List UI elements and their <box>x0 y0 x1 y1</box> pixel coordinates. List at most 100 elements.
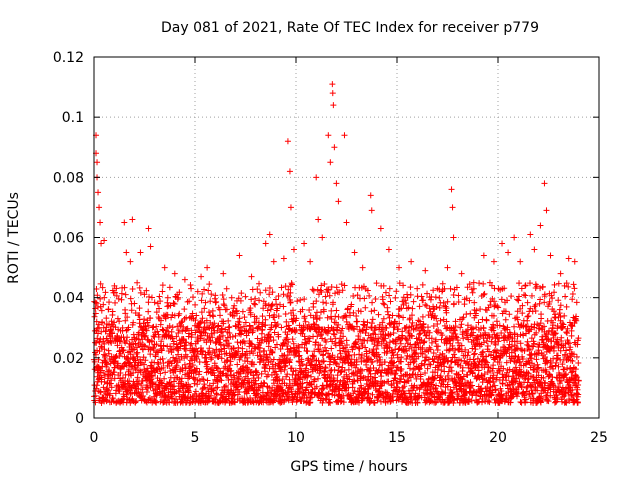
roti-point <box>459 364 466 371</box>
roti-point <box>145 308 152 315</box>
roti-point <box>455 346 462 353</box>
roti-point <box>260 305 267 312</box>
roti-point <box>101 294 108 301</box>
roti-point <box>306 335 313 342</box>
roti-point <box>496 322 503 329</box>
roti-point <box>170 346 177 353</box>
x-tick-label: 5 <box>191 430 200 446</box>
roti-point <box>153 323 160 330</box>
roti-point <box>422 357 429 364</box>
roti-point <box>226 329 233 336</box>
roti-point <box>395 312 402 319</box>
roti-point <box>533 356 540 363</box>
roti-point-outlier <box>204 264 211 271</box>
roti-point <box>396 313 403 320</box>
roti-point-outlier <box>490 258 497 265</box>
roti-point <box>164 294 171 301</box>
roti-point <box>234 310 241 317</box>
roti-point <box>166 379 173 386</box>
roti-point <box>266 291 273 298</box>
roti-point <box>317 367 324 374</box>
roti-point <box>308 361 315 368</box>
roti-point-outlier <box>343 219 350 226</box>
roti-point <box>509 335 516 342</box>
roti-point <box>419 344 426 351</box>
roti-point <box>250 361 257 368</box>
roti-point <box>344 305 351 312</box>
roti-point <box>115 382 122 389</box>
roti-point <box>93 300 100 307</box>
roti-point <box>491 303 498 310</box>
roti-point <box>432 294 439 301</box>
roti-point <box>133 397 140 404</box>
roti-point <box>173 396 180 403</box>
roti-point-outlier <box>511 234 518 241</box>
roti-point-outlier <box>270 258 277 265</box>
roti-point <box>271 311 278 318</box>
roti-point <box>319 390 326 397</box>
roti-point-outlier <box>565 255 572 262</box>
roti-point <box>487 301 494 308</box>
roti-point <box>202 299 209 306</box>
roti-point <box>465 362 472 369</box>
roti-point <box>178 319 185 326</box>
roti-point <box>113 292 120 299</box>
roti-point <box>180 324 187 331</box>
roti-point <box>299 380 306 387</box>
roti-point <box>327 358 334 365</box>
roti-point <box>326 399 333 406</box>
roti-point <box>106 321 113 328</box>
roti-point <box>283 373 290 380</box>
roti-point <box>156 305 163 312</box>
roti-point <box>480 291 487 298</box>
y-tick-label: 0.12 <box>53 50 84 66</box>
roti-point <box>432 336 439 343</box>
roti-point <box>216 351 223 358</box>
roti-point <box>286 359 293 366</box>
roti-point <box>321 281 328 288</box>
roti-point <box>305 369 312 376</box>
roti-point <box>94 304 101 311</box>
roti-point <box>250 327 257 334</box>
x-axis-label: GPS time / hours <box>290 459 407 475</box>
roti-point <box>218 355 225 362</box>
roti-point <box>453 333 460 340</box>
roti-point <box>447 364 454 371</box>
roti-point <box>194 381 201 388</box>
roti-point <box>455 299 462 306</box>
roti-point-outlier <box>301 240 308 247</box>
roti-point <box>193 355 200 362</box>
roti-point <box>100 369 107 376</box>
roti-point <box>304 348 311 355</box>
roti-point <box>192 376 199 383</box>
roti-point <box>466 297 473 304</box>
roti-point <box>224 372 231 379</box>
roti-point <box>351 387 358 394</box>
roti-point <box>156 293 163 300</box>
roti-point <box>314 333 321 340</box>
roti-point-outlier <box>315 216 322 223</box>
roti-point <box>237 370 244 377</box>
roti-point <box>262 368 269 375</box>
roti-point <box>264 354 271 361</box>
roti-point <box>322 293 329 300</box>
roti-point-outlier <box>531 246 538 253</box>
roti-point <box>368 308 375 315</box>
roti-point <box>492 387 499 394</box>
roti-point <box>464 352 471 359</box>
roti-point <box>262 316 269 323</box>
roti-point <box>188 331 195 338</box>
roti-point <box>153 341 160 348</box>
roti-point <box>173 355 180 362</box>
roti-point <box>504 324 511 331</box>
roti-point <box>115 295 122 302</box>
roti-point <box>416 303 423 310</box>
roti-point <box>96 348 103 355</box>
roti-point <box>483 353 490 360</box>
roti-point <box>515 390 522 397</box>
roti-point <box>349 325 356 332</box>
roti-point <box>141 316 148 323</box>
roti-point <box>208 354 215 361</box>
roti-point <box>269 349 276 356</box>
roti-point <box>515 297 522 304</box>
